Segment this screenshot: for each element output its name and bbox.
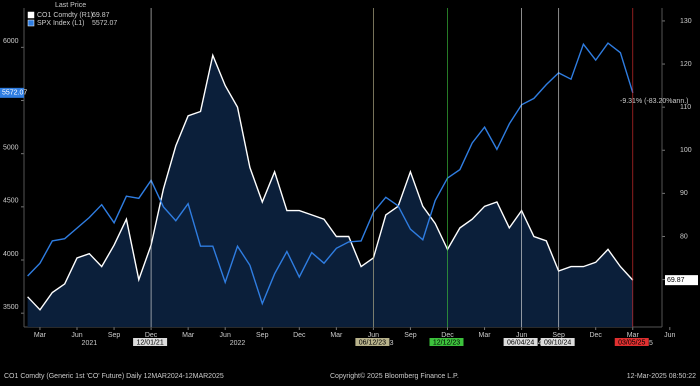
area [27, 55, 633, 328]
last-value-label: 5572.07 [2, 90, 27, 97]
x-tick-label: Jun [71, 332, 82, 339]
legend-value: 69.87 [92, 12, 110, 19]
event-box [540, 338, 575, 346]
x-tick-label: Dec [145, 332, 158, 339]
y-tick-label: 4500 [3, 198, 19, 205]
x-tick-label: Mar [627, 332, 640, 339]
legend-swatch [27, 19, 35, 27]
annotation: -9.31% (-83.20%ann.) [620, 98, 688, 105]
x-tick-label: Sep [108, 332, 121, 339]
event-label: 06/04/24 [507, 339, 534, 346]
y-tick-label: 4000 [3, 251, 19, 258]
y2-tick-label: 100 [680, 147, 692, 154]
event-box [614, 338, 649, 346]
y2-tick-label: 120 [680, 61, 692, 68]
legend-swatch [27, 11, 35, 19]
footer-center: Copyright© 2025 Bloomberg Finance L.P. [330, 372, 459, 380]
legend-label: CO1 Comdty (R1) [37, 12, 93, 19]
x-tick-label: Jun [516, 332, 527, 339]
y2-tick-label: 80 [680, 233, 688, 240]
x-tick-label: Dec [441, 332, 454, 339]
footer-left: CO1 Comdty (Generic 1st 'CO' Future) Dai… [4, 373, 224, 380]
x-tick-label: Mar [330, 332, 343, 339]
series-line [27, 53, 634, 311]
event-label: 09/10/24 [544, 339, 571, 346]
event-box [133, 338, 168, 346]
x-tick-label: Jun [368, 332, 379, 339]
year-label: 2022 [230, 340, 246, 347]
event-box [429, 338, 464, 346]
y-tick-label: 3500 [3, 304, 19, 311]
y2-tick-label: 130 [680, 18, 692, 25]
x-tick-label: Sep [552, 332, 565, 339]
x-tick-label: Sep [256, 332, 269, 339]
x-tick-label: Jun [664, 332, 675, 339]
y-tick-label: 5000 [3, 145, 19, 152]
series-line [27, 42, 634, 306]
x-tick-label: Mar [479, 332, 492, 339]
x-tick-label: Jun [220, 332, 231, 339]
x-tick-label: Dec [589, 332, 602, 339]
last-value-label: 69.87 [667, 277, 685, 284]
legend-value: 5572.07 [92, 20, 117, 27]
event-box [503, 338, 538, 346]
x-tick-label: Mar [182, 332, 195, 339]
x-tick-label: Dec [293, 332, 306, 339]
event-label: 06/12/23 [359, 339, 386, 346]
year-label: 2021 [82, 340, 98, 347]
x-tick-label: Mar [34, 332, 47, 339]
footer-right: 12-Mar-2025 08:50:22 [627, 373, 696, 380]
event-label: 03/05/25 [618, 339, 645, 346]
y-tick-label: 6000 [3, 38, 19, 45]
last-value-box [665, 275, 698, 286]
last-value-box [0, 87, 24, 98]
y2-tick-label: 110 [680, 104, 691, 111]
legend-title: Last Price [55, 2, 86, 9]
legend-label: SPX Index (L1) [37, 20, 84, 27]
event-box [355, 338, 390, 346]
x-tick-label: Sep [404, 332, 417, 339]
event-label: 12/12/23 [433, 339, 460, 346]
y2-tick-label: 90 [680, 190, 688, 197]
event-label: 12/01/21 [136, 339, 163, 346]
